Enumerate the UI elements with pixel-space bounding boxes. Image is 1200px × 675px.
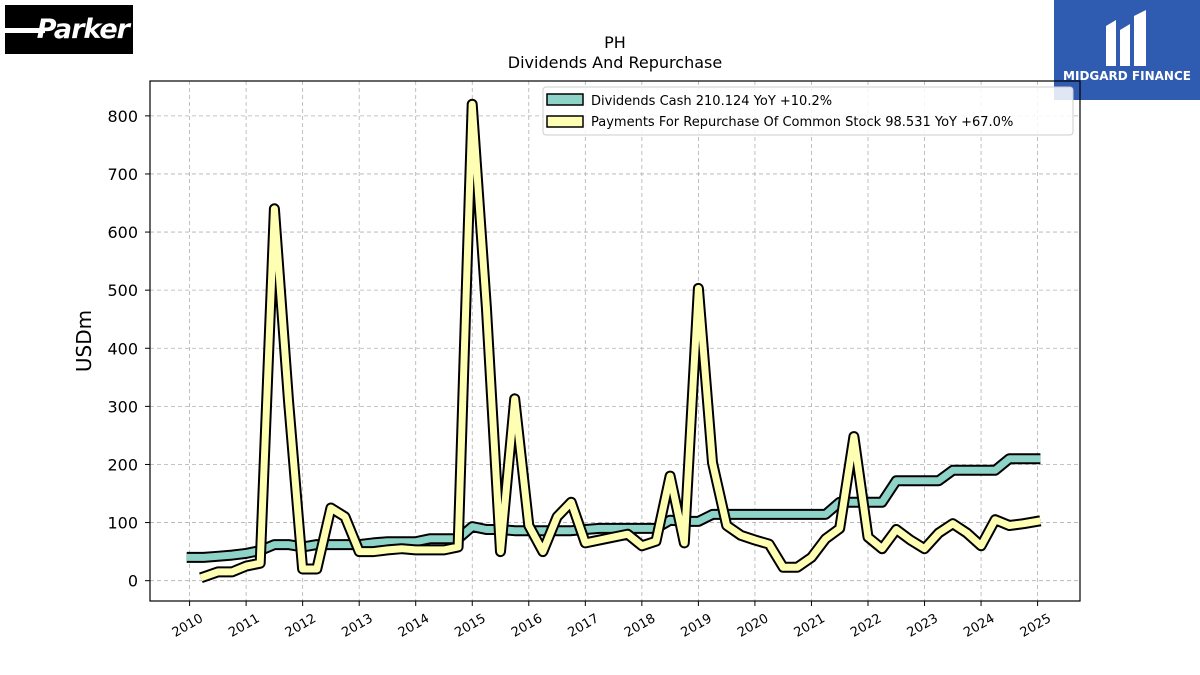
x-tick-label: 2014	[396, 611, 432, 641]
y-tick-label: 100	[107, 514, 138, 533]
y-tick-label: 800	[107, 107, 138, 126]
x-tick-label: 2010	[170, 611, 206, 641]
x-tick-label: 2021	[792, 611, 828, 641]
midgard-monogram-icon	[1106, 10, 1146, 66]
parker-logo: Parker	[5, 5, 133, 54]
y-tick-label: 700	[107, 165, 138, 184]
x-tick-label: 2018	[622, 611, 658, 641]
x-tick-label: 2015	[452, 611, 488, 641]
series-line-repurchase-payments	[199, 100, 1041, 582]
x-tick-label: 2024	[961, 611, 997, 641]
y-axis-label: USDm	[72, 310, 96, 372]
legend: Dividends Cash 210.124 YoY +10.2% Paymen…	[542, 86, 1074, 136]
x-tick-label: 2017	[565, 611, 601, 641]
midgard-logo-text: MIDGARD FINANCE	[1063, 69, 1191, 83]
series-outline-repurchase-payments	[199, 98, 1042, 583]
y-tick-label: 600	[107, 223, 138, 242]
x-tick-label: 2020	[735, 611, 771, 641]
legend-label-repurchase: Payments For Repurchase Of Common Stock …	[591, 115, 1013, 130]
x-tick-label: 2023	[905, 611, 941, 641]
parker-logo-bar	[5, 28, 45, 33]
x-tick-label: 2019	[679, 611, 715, 641]
x-tick-label: 2011	[226, 611, 262, 641]
y-tick-label: 300	[107, 397, 138, 416]
x-tick-label: 2022	[848, 611, 884, 641]
x-tick-label: 2012	[283, 611, 319, 641]
x-tick-label: 2025	[1018, 611, 1054, 641]
y-ticks: 0 100 200 300 400 500 600 700 800	[107, 107, 150, 591]
series-layer	[186, 98, 1042, 583]
parker-logo-text: Parker	[36, 14, 130, 45]
y-tick-label: 500	[107, 281, 138, 300]
chart-subtitle: Dividends And Repurchase	[508, 53, 722, 72]
x-ticks: 2010 2011 2012 2013 2014 2015 2016 2017 2018 2019…	[170, 601, 1054, 641]
series-line-dividends-cash	[186, 455, 1041, 561]
x-tick-label: 2013	[339, 611, 375, 641]
plot-frame	[149, 80, 1081, 602]
legend-swatch-dividends	[546, 93, 584, 106]
y-tick-label: 400	[107, 339, 138, 358]
y-tick-label: 200	[107, 455, 138, 474]
midgard-finance-logo: MIDGARD FINANCE	[1054, 0, 1200, 100]
chart-title: PH	[604, 33, 626, 52]
y-tick-label: 0	[128, 572, 138, 591]
legend-label-dividends: Dividends Cash 210.124 YoY +10.2%	[591, 94, 832, 109]
legend-box	[542, 86, 1074, 136]
x-tick-label: 2016	[509, 611, 545, 641]
legend-swatch-repurchase	[546, 115, 584, 128]
